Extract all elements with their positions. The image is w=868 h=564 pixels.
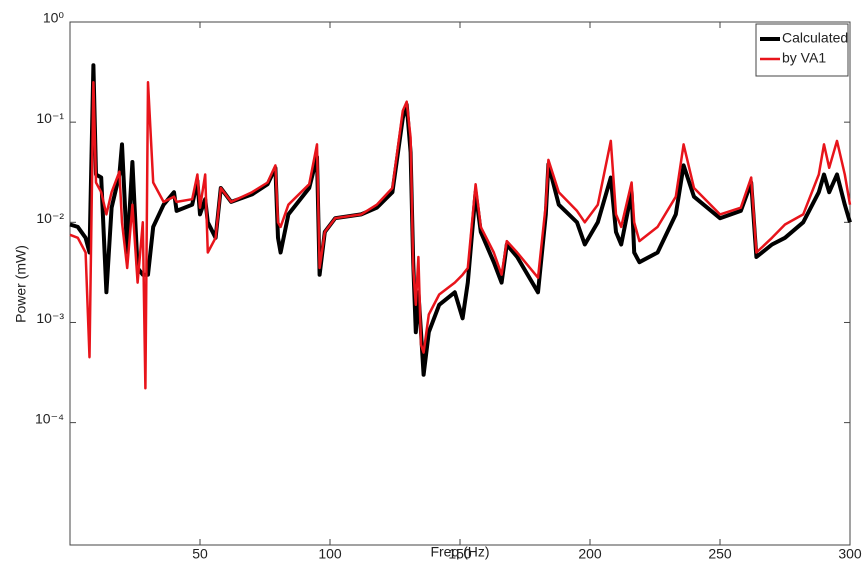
series-line [69,81,852,390]
series-line [69,63,852,377]
x-tick-label: 250 [708,546,732,562]
legend-label: by VA1 [782,50,826,66]
x-axis-label: Freq (Hz) [430,544,489,560]
x-tick-label: 100 [318,546,342,562]
y-tick-label: 10⁻³ [36,310,64,326]
x-tick-label: 200 [578,546,602,562]
x-tick-label: 300 [838,546,862,562]
legend-label: Calculated [782,30,848,46]
y-axis-label: Power (mW) [13,245,29,323]
x-tick-label: 50 [192,546,208,562]
legend: Calculated by VA1 [755,23,849,77]
x-tick-label: 150 [448,546,472,562]
legend-box [755,23,849,77]
y-tick-label: 10⁰ [43,10,65,26]
y-tick-label: 10⁻⁴ [35,410,64,426]
plot-frame [69,21,851,546]
y-tick-label: 10⁻¹ [36,110,64,126]
y-tick-label: 10⁻² [36,210,64,226]
